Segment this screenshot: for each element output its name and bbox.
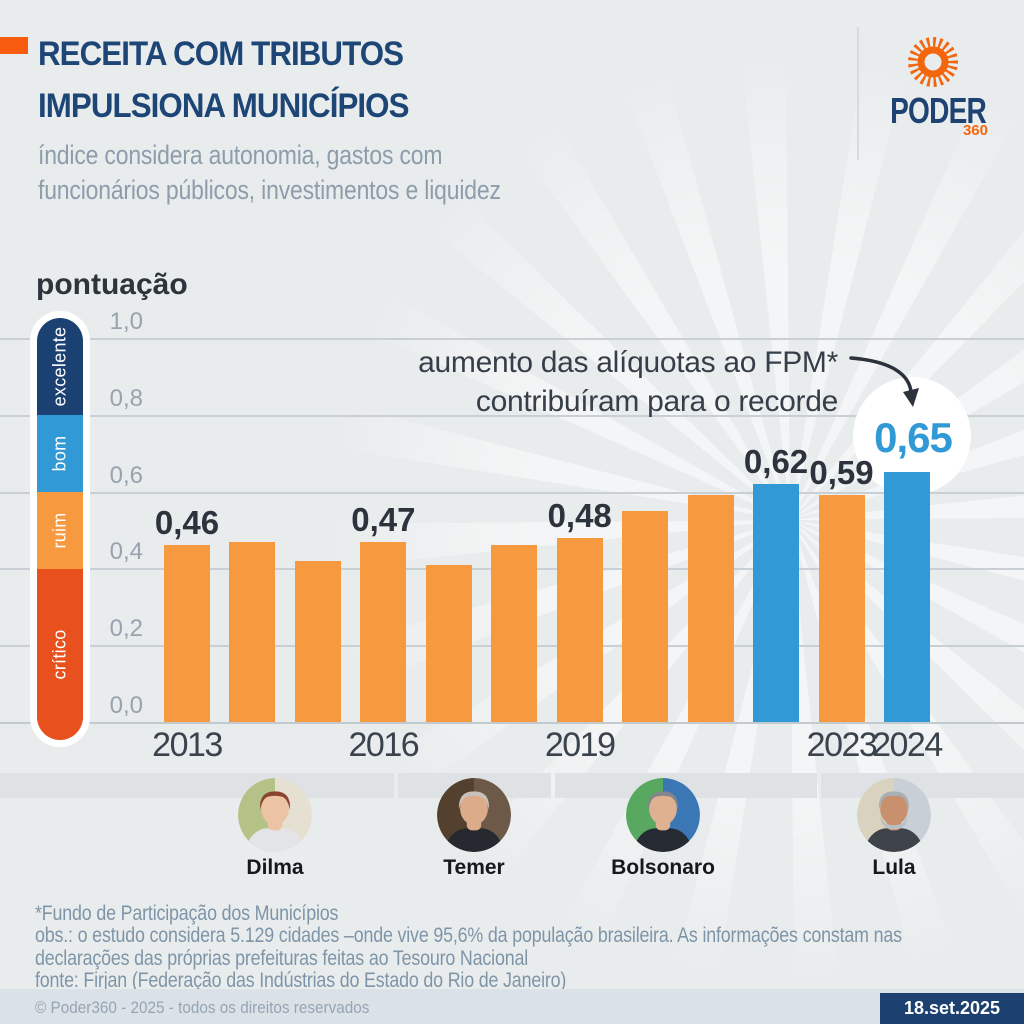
y-axis-tick-0,8: 0,8 xyxy=(109,384,143,412)
president-bolsonaro: Bolsonaro xyxy=(588,778,738,880)
annotation-line1: aumento das alíquotas ao FPM* xyxy=(418,346,838,379)
annotation-line2: contribuíram para o recorde xyxy=(475,385,838,418)
president-avatar xyxy=(626,778,700,852)
chart-axis-title: pontuação xyxy=(36,268,188,301)
bar-2021 xyxy=(687,495,734,722)
title-line2: IMPULSIONA MUNICÍPIOS xyxy=(38,87,409,125)
date-badge: 18.set.2025 xyxy=(880,993,1024,1024)
bar-2016 xyxy=(360,541,407,722)
x-axis-tick-2013: 2013 xyxy=(152,726,223,764)
brand-wordmark: PODER xyxy=(890,90,987,131)
president-photo-svg xyxy=(437,778,511,852)
president-photo-svg xyxy=(626,778,700,852)
rating-band-excelente: excelente xyxy=(37,318,83,415)
bar-2022 xyxy=(753,483,800,722)
bar-2023 xyxy=(818,495,865,722)
bar-2018 xyxy=(491,545,538,722)
gridline-1,0 xyxy=(0,338,1024,340)
gridline-0,6 xyxy=(0,491,1024,494)
bar-value-label-2013: 0,46 xyxy=(154,504,220,542)
president-name: Bolsonaro xyxy=(611,856,715,879)
footnote-obs-1: obs.: o estudo considera 5.129 cidades –… xyxy=(35,924,902,948)
rating-label: bom xyxy=(49,435,70,472)
bar-value-label-2023: 0,59 xyxy=(809,454,874,492)
accent-square xyxy=(0,37,28,54)
y-axis-tick-0,4: 0,4 xyxy=(109,538,143,566)
x-axis-tick-2019: 2019 xyxy=(544,726,616,764)
footnote-obs-2: declarações das próprias prefeituras fei… xyxy=(35,946,529,970)
bar-value-label-2022: 0,62 xyxy=(743,442,809,480)
president-name: Lula xyxy=(872,856,916,879)
rating-band-bom: bom xyxy=(37,415,83,492)
title-line1: RECEITA COM TRIBUTOS xyxy=(38,35,404,73)
gridline-0,0 xyxy=(0,722,1024,724)
bar-2017 xyxy=(425,564,472,722)
x-axis-tick-2016: 2016 xyxy=(348,726,420,764)
bar-2019 xyxy=(556,537,603,722)
bar-2014 xyxy=(229,541,276,722)
rating-band-ruim: ruim xyxy=(37,492,83,569)
president-avatar xyxy=(857,778,931,852)
bar-2020 xyxy=(622,510,669,722)
record-value-label: 0,65 xyxy=(874,414,953,461)
subtitle-line2: funcionários públicos, investimentos e l… xyxy=(38,175,501,205)
term-band-segment-0 xyxy=(0,773,394,798)
bar-2013 xyxy=(164,545,210,722)
y-axis-tick-0,2: 0,2 xyxy=(109,615,143,643)
president-avatar xyxy=(437,778,511,852)
poder360-sun-icon xyxy=(908,37,958,87)
president-name: Dilma xyxy=(246,856,304,879)
x-axis-tick-2024: 2024 xyxy=(872,726,943,764)
president-photo-svg xyxy=(857,778,931,852)
header-divider xyxy=(857,27,859,160)
poder360-logo: PODER 360 xyxy=(862,30,992,145)
y-axis-tick-0,6: 0,6 xyxy=(109,461,143,489)
bar-value-label-2019: 0,48 xyxy=(547,496,612,534)
president-name: Temer xyxy=(443,856,505,879)
president-temer: Temer xyxy=(399,778,549,880)
y-axis-tick-1,0: 1,0 xyxy=(109,308,143,335)
page-subtitle: índice considera autonomia, gastos com f… xyxy=(38,138,501,208)
bar-value-label-2016: 0,47 xyxy=(351,500,416,538)
copyright-text: © Poder360 - 2025 - todos os direitos re… xyxy=(35,998,370,1017)
president-photo-svg xyxy=(238,778,312,852)
gridline-0,8 xyxy=(0,414,1024,417)
rating-scale-legend: excelente bom ruim crítico xyxy=(30,311,90,747)
president-dilma: Dilma xyxy=(200,778,350,880)
y-axis-tick-0,0: 0,0 xyxy=(109,692,143,719)
chart-annotation: aumento das alíquotas ao FPM* contribuír… xyxy=(418,343,838,421)
rating-label: ruim xyxy=(49,512,70,549)
subtitle-line1: índice considera autonomia, gastos com xyxy=(38,140,443,170)
footnote-source: fonte: Firjan (Federação das Indústrias … xyxy=(35,969,567,993)
bottom-bar xyxy=(0,989,1024,1024)
bar-2015 xyxy=(294,560,341,722)
president-avatar xyxy=(238,778,312,852)
footnote-fpm: *Fundo de Participação dos Municípios xyxy=(35,902,339,925)
rating-label: excelente xyxy=(49,326,70,407)
page-title: RECEITA COM TRIBUTOS IMPULSIONA MUNICÍPI… xyxy=(38,28,409,132)
x-axis-tick-2023: 2023 xyxy=(806,726,878,764)
rating-band-critico: crítico xyxy=(37,569,83,740)
brand-number: 360 xyxy=(962,122,988,139)
president-lula: Lula xyxy=(819,778,969,880)
footnotes: *Fundo de Participação dos Municípios ob… xyxy=(35,902,902,993)
bar-2024 xyxy=(883,472,930,722)
rating-label: crítico xyxy=(49,629,70,680)
